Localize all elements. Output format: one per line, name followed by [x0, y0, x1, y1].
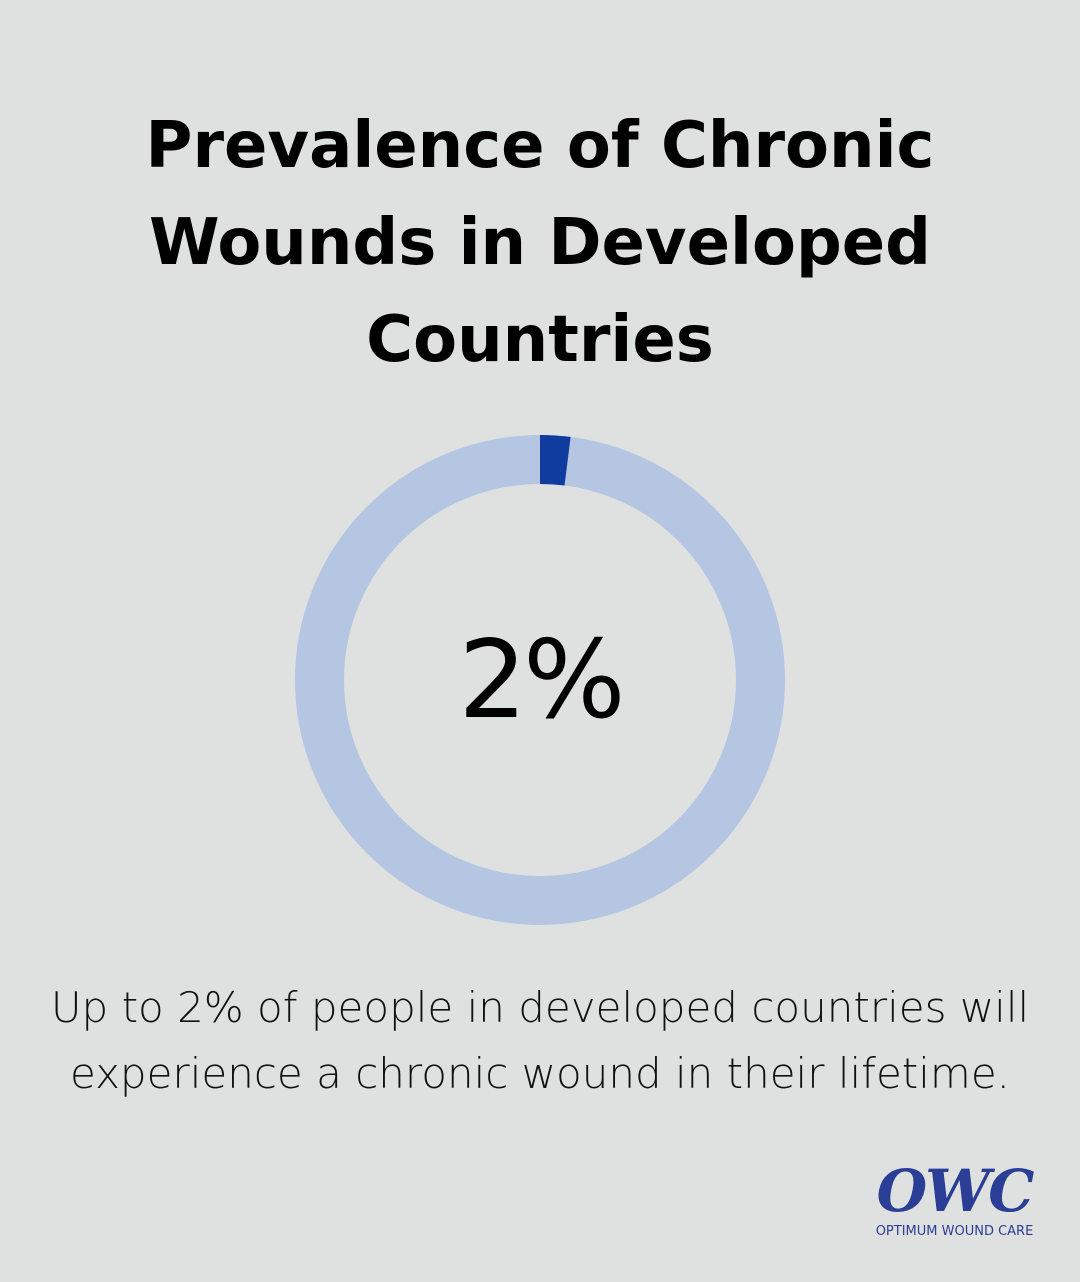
- logo-mark: OWC: [876, 1157, 1035, 1225]
- donut-svg: [295, 435, 785, 925]
- donut-chart: 2%: [295, 435, 785, 925]
- title-line-3: Countries: [366, 303, 714, 377]
- caption-text: Up to 2% of people in developed countrie…: [50, 983, 1030, 1098]
- title-line-1: Prevalence of Chronic: [145, 109, 935, 183]
- donut-value-arc: [295, 435, 785, 925]
- donut-center-value: 2%: [458, 617, 625, 743]
- title-line-2: Wounds in Developed: [149, 206, 931, 280]
- logo-wordmark: OPTIMUM WOUND CARE: [875, 1224, 1034, 1239]
- company-logo: OWC OPTIMUM WOUND CARE: [862, 1158, 1047, 1248]
- chart-title: Prevalence of Chronic Wounds in Develope…: [0, 98, 1080, 389]
